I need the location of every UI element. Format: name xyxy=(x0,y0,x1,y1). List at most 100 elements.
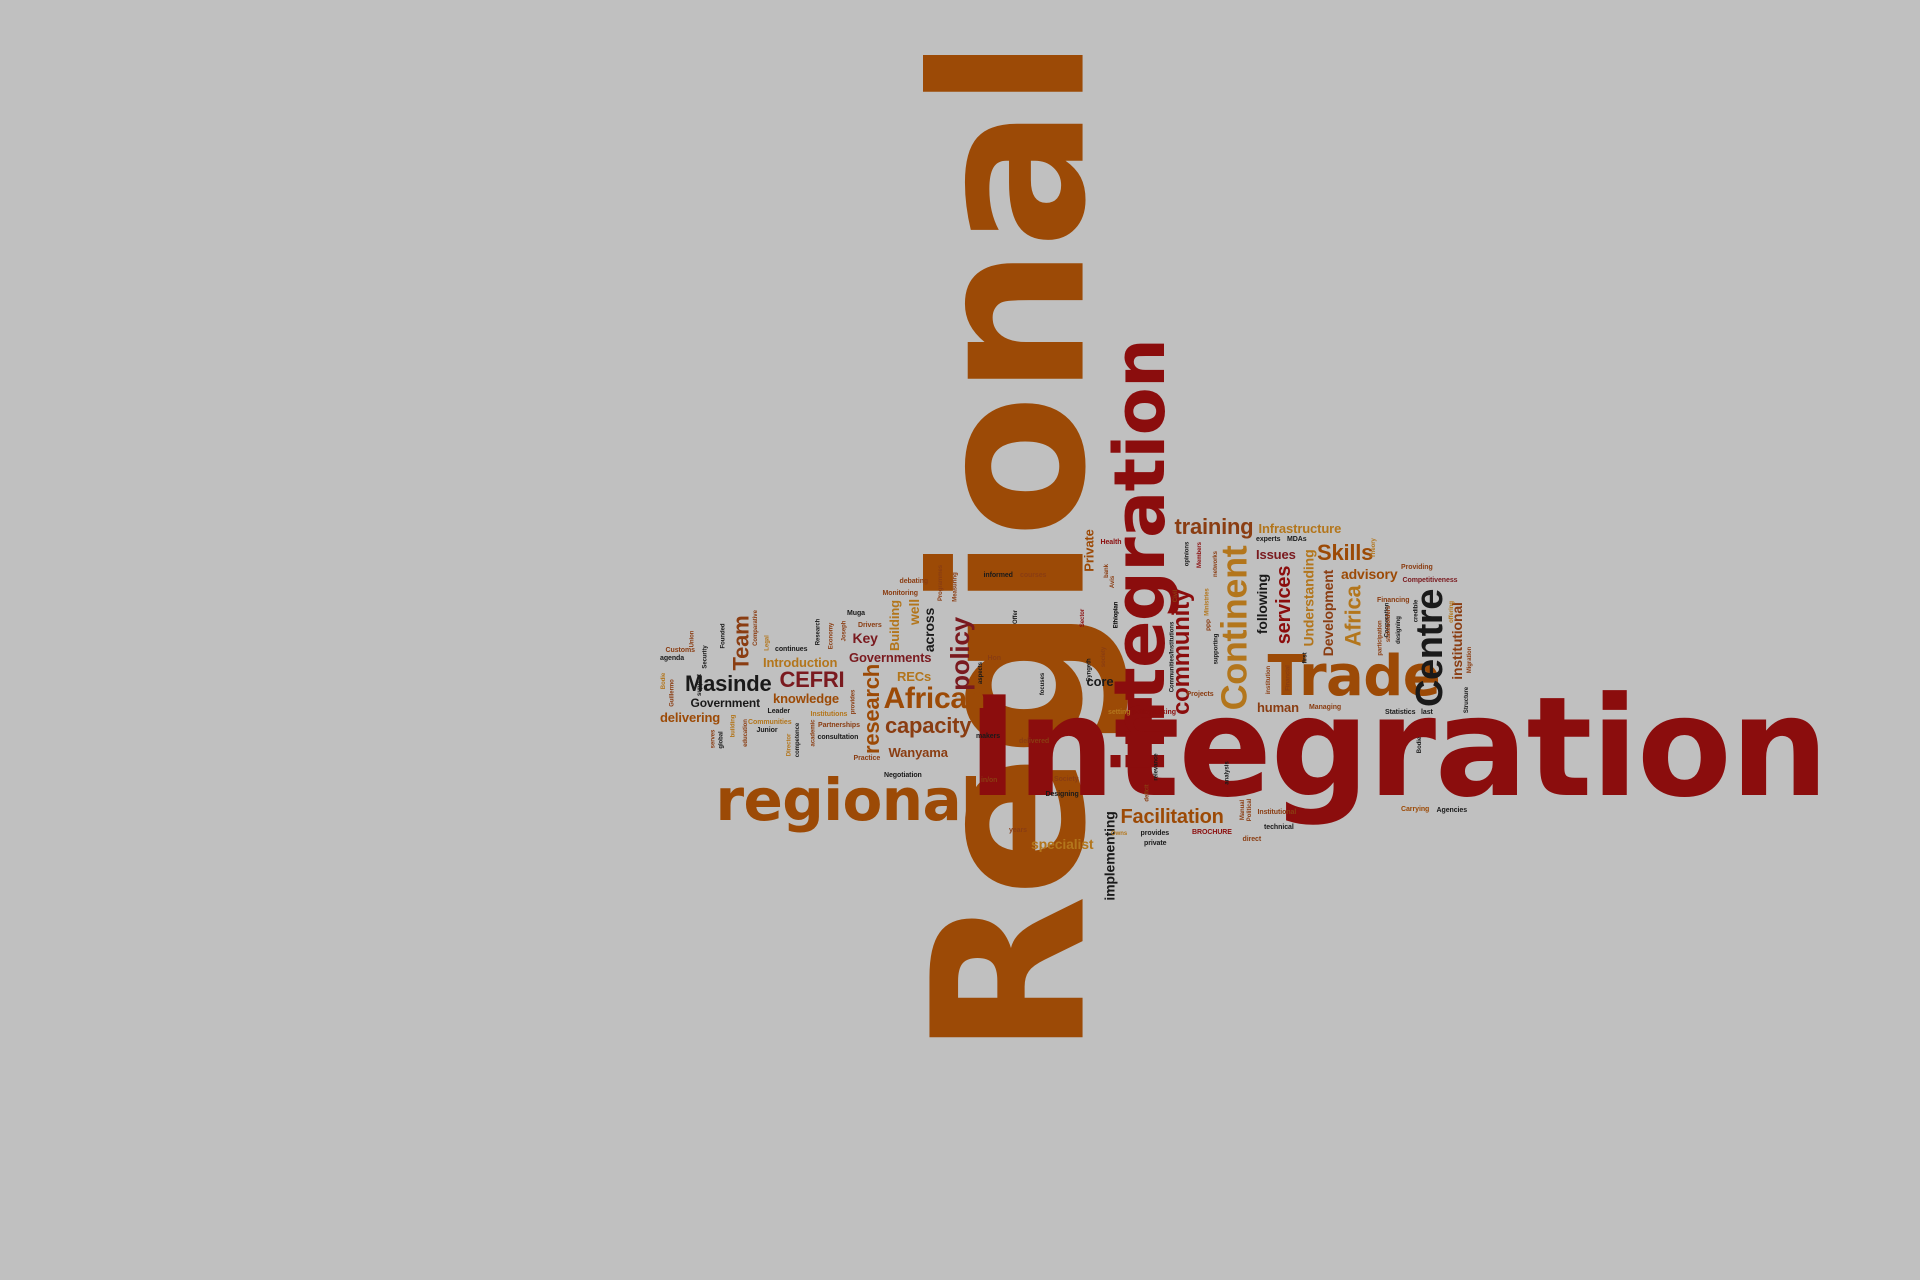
cloud-word: setting xyxy=(1108,708,1131,716)
cloud-word: academic xyxy=(809,719,816,747)
cloud-word: Building xyxy=(886,599,902,651)
cloud-word: Founded xyxy=(719,623,726,649)
cloud-word: Projects xyxy=(1186,690,1214,698)
cloud-word: well xyxy=(905,599,922,625)
cloud-word: focuses xyxy=(1040,672,1047,696)
cloud-word: Muga xyxy=(847,609,865,617)
cloud-word: Owns xyxy=(1111,831,1128,837)
cloud-word: Agencies xyxy=(1436,806,1468,814)
cloud-word: Facilitation xyxy=(1120,806,1224,828)
cloud-word: training xyxy=(1174,514,1254,539)
cloud-word: Migration xyxy=(1467,646,1474,674)
cloud-word: Providing xyxy=(1401,563,1433,571)
cloud-word: networks xyxy=(1212,551,1219,577)
cloud-word: serves xyxy=(709,729,716,749)
cloud-word: makers xyxy=(976,732,1001,740)
cloud-word: aspects xyxy=(977,662,984,684)
cloud-word: following xyxy=(1254,573,1271,635)
cloud-word: Masinde xyxy=(685,671,772,696)
cloud-word: continues xyxy=(775,645,808,653)
cloud-word: provides xyxy=(1140,829,1170,837)
cloud-word: Development xyxy=(1320,569,1337,657)
cloud-word: building xyxy=(729,714,736,738)
cloud-word: relevance xyxy=(1153,753,1160,781)
cloud-word: Offer xyxy=(1013,609,1020,625)
cloud-word: Communities xyxy=(748,718,792,726)
cloud-word: core xyxy=(1086,673,1114,689)
cloud-word: Government xyxy=(690,696,761,710)
cloud-word: Communities/Institutions xyxy=(1168,621,1175,693)
cloud-word: Institutions xyxy=(810,710,848,718)
cloud-word: Society xyxy=(1054,775,1079,783)
cloud-word: bank xyxy=(1103,564,1110,578)
cloud-word: Theory xyxy=(1370,538,1377,558)
cloud-word: Monitoring xyxy=(882,589,919,597)
cloud-word: competence xyxy=(795,722,802,758)
cloud-word: Infrastructure xyxy=(1258,520,1342,536)
cloud-word: Political xyxy=(1247,798,1254,822)
cloud-word: BROCHURE xyxy=(1192,828,1232,836)
cloud-word: Sector xyxy=(1080,608,1087,628)
cloud-word: delivering xyxy=(660,709,721,725)
cloud-word: institution xyxy=(1266,665,1273,695)
cloud-word: policy xyxy=(944,617,975,691)
cloud-word: Measuring xyxy=(952,572,959,602)
cloud-word: Understanding xyxy=(1299,549,1316,647)
cloud-word: PPP xyxy=(1206,619,1213,631)
cloud-word: experts xyxy=(1256,535,1281,543)
cloud-word: Joseph xyxy=(840,620,847,642)
cloud-word: Bodie xyxy=(661,672,668,690)
cloud-word: knowledge xyxy=(773,690,840,706)
cloud-word: Union xyxy=(688,630,695,648)
cloud-word: Trade xyxy=(1267,644,1441,709)
cloud-word: courses xyxy=(1020,571,1047,579)
cloud-word: across xyxy=(921,607,938,653)
cloud-word: designing xyxy=(1395,616,1402,644)
cloud-word: Continent xyxy=(1212,545,1254,711)
cloud-word: agenda xyxy=(660,654,685,662)
cloud-word: deficit xyxy=(1144,784,1151,802)
cloud-word: Drivers xyxy=(858,621,882,629)
cloud-word: Programmes xyxy=(938,564,945,602)
cloud-word: education xyxy=(742,719,749,747)
cloud-word: Negotiation xyxy=(884,771,922,779)
cloud-word: last xyxy=(1421,708,1433,716)
cloud-word: Private xyxy=(1081,528,1097,572)
cloud-word: capacity xyxy=(885,713,972,738)
cloud-word: Bodie xyxy=(1417,736,1424,754)
cloud-word: Economy xyxy=(827,622,834,650)
cloud-word: policymaking xyxy=(1132,708,1176,716)
cloud-word: RECs xyxy=(897,668,932,684)
cloud-word: Financing xyxy=(1377,596,1410,604)
cloud-word: human xyxy=(1257,699,1299,715)
cloud-word: credible xyxy=(1412,599,1419,623)
cloud-word: Introduction xyxy=(763,654,838,670)
cloud-word: debating xyxy=(899,577,929,585)
cloud-word: first xyxy=(1302,652,1309,664)
cloud-word: Research xyxy=(814,618,821,646)
cloud-word: Governments xyxy=(849,649,932,665)
cloud-word: Manual xyxy=(1240,799,1247,821)
cloud-word: stakeholders xyxy=(1386,605,1393,643)
cloud-word: services xyxy=(1273,565,1296,645)
cloud-word: Members xyxy=(1196,542,1203,568)
cloud-word: informed xyxy=(983,571,1013,579)
cloud-word: Legal xyxy=(764,635,771,651)
cloud-word: Hon xyxy=(987,654,1001,662)
cloud-word: specialist xyxy=(1031,836,1094,852)
cloud-word: advisory xyxy=(1341,566,1398,582)
cloud-word: in/on xyxy=(981,776,998,784)
cloud-word: supporting xyxy=(1212,633,1219,665)
cloud-word: Civil xyxy=(1173,589,1180,603)
cloud-word: Integration xyxy=(967,667,1829,828)
cloud-word: Designing xyxy=(1045,790,1079,798)
cloud-word: implementing xyxy=(1101,811,1118,901)
cloud-word: Team xyxy=(727,615,753,671)
cloud-word: Competitiveness xyxy=(1402,576,1458,584)
cloud-word: provides xyxy=(849,689,856,715)
cloud-word: research xyxy=(858,664,884,754)
cloud-word: Customs xyxy=(665,646,696,654)
cloud-word: Statistics xyxy=(1385,708,1416,716)
cloud-word: Financial xyxy=(1285,665,1292,691)
cloud-word: MDAs xyxy=(1287,535,1307,543)
